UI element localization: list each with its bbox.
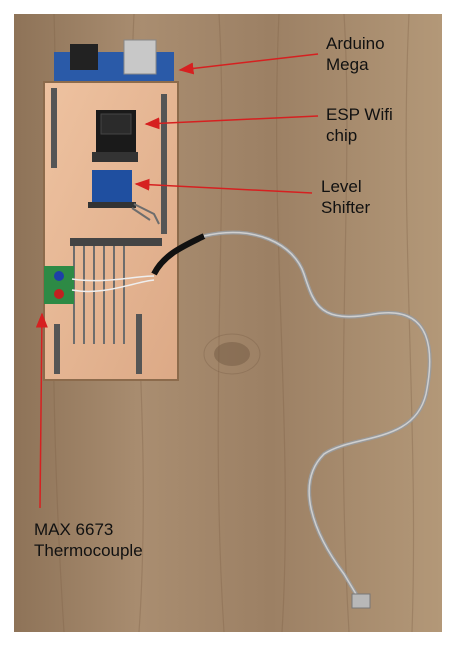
label-level-shifter-line2: Shifter xyxy=(321,198,371,217)
photo-svg xyxy=(14,14,442,632)
label-level-shifter-line1: Level xyxy=(321,177,362,196)
label-max-thermocouple-line1: MAX 6673 xyxy=(34,520,114,539)
arrow-level-shifter xyxy=(134,178,313,194)
thermocouple-probe-tip xyxy=(351,593,371,609)
label-arduino-mega-line2: Mega xyxy=(326,55,369,74)
label-esp-wifi-chip-line2: chip xyxy=(326,126,358,145)
label-esp-wifi-chip: ESP Wifi chip xyxy=(326,104,393,146)
label-level-shifter: Level Shifter xyxy=(321,176,370,218)
label-max-thermocouple-line2: Thermocouple xyxy=(34,541,143,560)
label-arduino-mega-line1: Arduino xyxy=(326,34,385,53)
arrow-max-thermocouple xyxy=(35,312,48,509)
pin-header-row xyxy=(70,238,162,246)
wood-knot xyxy=(214,342,250,366)
level-shifter xyxy=(92,170,132,202)
thermocouple-cable-sheath xyxy=(151,233,206,276)
label-esp-wifi-chip-line1: ESP Wifi xyxy=(326,105,393,124)
power-jack xyxy=(70,44,98,70)
label-max-thermocouple: MAX 6673 Thermocouple xyxy=(34,519,143,561)
arrow-arduino-mega xyxy=(178,53,319,75)
photo xyxy=(14,14,442,632)
header-pins xyxy=(51,88,167,374)
arrow-esp-wifi-chip xyxy=(144,115,319,130)
label-arduino-mega: Arduino Mega xyxy=(326,33,385,75)
usb-port xyxy=(123,39,157,75)
